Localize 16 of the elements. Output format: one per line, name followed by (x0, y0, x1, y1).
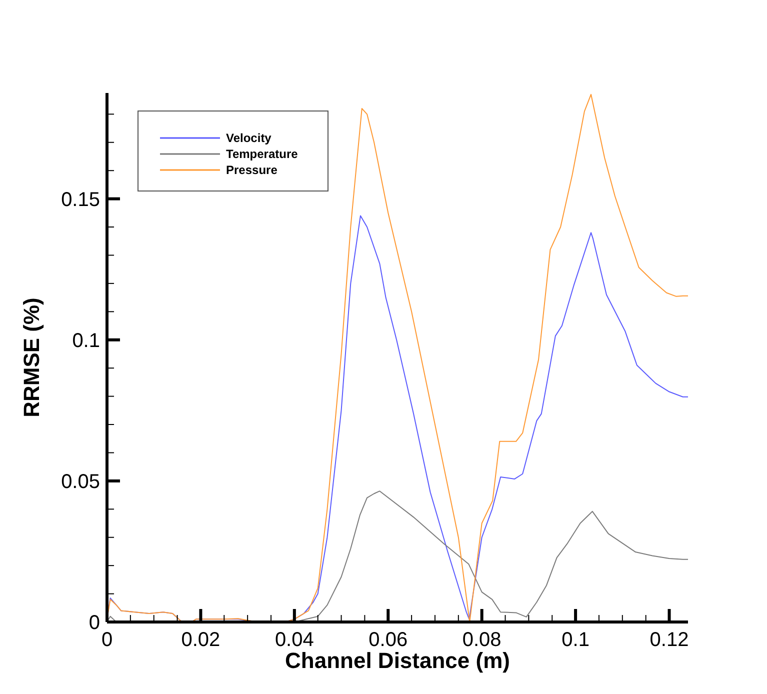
legend-label: Temperature (226, 147, 298, 162)
x-tick-label: 0.08 (462, 629, 502, 651)
x-tick-label: 0.12 (650, 629, 689, 651)
line-series (107, 94, 688, 622)
legend-label: Pressure (226, 163, 278, 178)
y-tick-label: 0.1 (72, 330, 100, 352)
y-tick-label: 0.05 (61, 470, 100, 493)
legend-label: Velocity (226, 131, 272, 146)
x-axis-title: Channel Distance (m) (285, 648, 510, 673)
y-tick-label: 0 (88, 612, 100, 634)
x-tick-label: 0.02 (181, 629, 220, 651)
x-tick-label: 0.1 (562, 629, 590, 651)
y-tick-label: 0.15 (61, 188, 100, 211)
y-axis-title: RRMSE (%) (19, 298, 44, 418)
x-tick-label: 0.04 (274, 629, 314, 651)
x-tick-label: 0.06 (368, 629, 408, 651)
